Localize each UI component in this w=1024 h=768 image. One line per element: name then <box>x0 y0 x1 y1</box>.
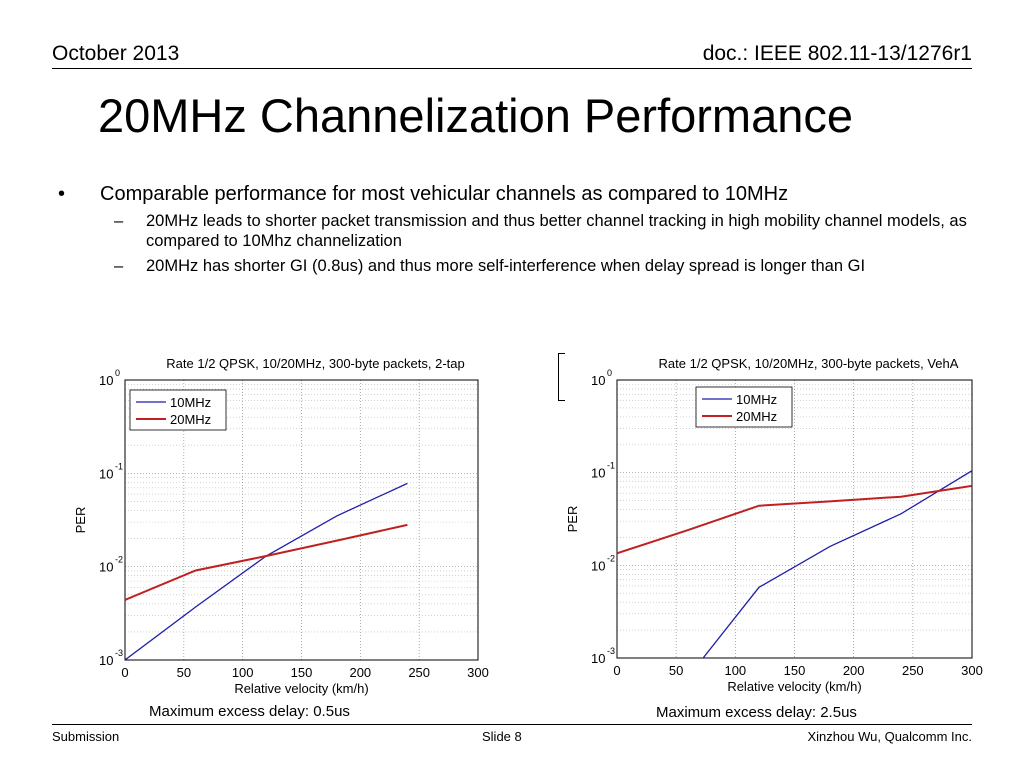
bullet-list: • Comparable performance for most vehicu… <box>58 182 988 276</box>
x-tick-label: 300 <box>467 665 489 680</box>
legend-label: 10MHz <box>170 395 211 410</box>
y-tick-label: 10 <box>99 560 113 575</box>
y-tick-exponent: -3 <box>607 646 615 656</box>
bullet-dash: – <box>114 212 124 230</box>
header-doc-number: doc.: IEEE 802.11-13/1276r1 <box>702 42 972 65</box>
plot-frame <box>124 379 479 661</box>
legend-label: 10MHz <box>736 392 777 407</box>
x-axis-label: Relative velocity (km/h) <box>727 679 861 694</box>
chart-veha-svg: 10 -310 -210-110 00 50 100 150 200 250 30010MHz20… <box>565 356 983 694</box>
legend-label: 20MHz <box>736 409 777 424</box>
plot-frame <box>616 379 973 659</box>
y-tick-label: 10 <box>591 373 605 388</box>
chart-2tap: 10 -3 10 -2 10 -1 10 0 0 50 100 150 200 250 300 10MHz 20… <box>70 342 500 702</box>
chart-title: Rate 1/2 QPSK, 10/20MHz, 300-byte packet… <box>166 356 464 371</box>
x-tick-label: 200 <box>843 663 865 678</box>
x-tick-label: 50 <box>669 663 683 678</box>
header-divider <box>52 68 972 69</box>
y-axis-label: PER <box>565 506 580 533</box>
bracket-mark <box>558 353 565 401</box>
y-tick-exponent: -2 <box>115 555 123 565</box>
bullet-sub-2-text: 20MHz has shorter GI (0.8us) and thus mo… <box>146 257 866 275</box>
chart-veha: 10 -3 10 -2 10 -1 10 0 0 50 100 150 200 250 300 10MHz 20… <box>562 342 992 702</box>
bullet-main: • Comparable performance for most vehicu… <box>58 182 988 206</box>
legend-box <box>695 386 793 428</box>
series-line-20mhz <box>125 523 408 601</box>
bullet-dash: – <box>114 257 124 275</box>
y-tick-exponent: -1 <box>115 461 123 471</box>
y-axis-label: PER <box>73 507 88 534</box>
series-line-20mhz <box>617 484 972 555</box>
y-tick-label: 10 <box>99 466 113 481</box>
y-tick-exponent: -3 <box>115 648 123 658</box>
x-axis-label: Relative velocity (km/h) <box>234 681 368 696</box>
x-tick-label: 100 <box>232 665 254 680</box>
bullet-dot: • <box>58 183 66 205</box>
x-tick-label: 100 <box>724 663 746 678</box>
legend-label: 20MHz <box>170 412 211 427</box>
bullet-sub-1: – 20MHz leads to shorter packet transmis… <box>58 211 988 251</box>
y-tick-label: 10 <box>99 373 113 388</box>
y-tick-exponent: -2 <box>607 553 615 563</box>
x-tick-label: 300 <box>961 663 983 678</box>
x-tick-label: 250 <box>408 665 430 680</box>
y-tick-label: 10 <box>591 651 605 666</box>
x-tick-label: 150 <box>784 663 806 678</box>
slide-title: 20MHz Channelization Performance <box>98 89 853 142</box>
caption-chart-2tap: Maximum excess delay: 0.5us <box>149 703 350 720</box>
y-tick-exponent: -1 <box>607 461 615 471</box>
x-tick-label: 150 <box>291 665 313 680</box>
x-tick-label: 0 <box>613 663 620 678</box>
bullet-main-text: Comparable performance for most vehicula… <box>100 183 789 205</box>
series-line-10mhz <box>702 470 972 658</box>
footer-author: Xinzhou Wu, Qualcomm Inc. <box>807 729 973 744</box>
bullet-sub-2: – 20MHz has shorter GI (0.8us) and thus … <box>58 256 988 276</box>
y-tick-label: 10 <box>591 558 605 573</box>
y-tick-label: 10 <box>591 466 605 481</box>
y-tick-exponent: 0 <box>115 368 120 378</box>
y-tick-label: 10 <box>99 653 113 668</box>
bullet-sub-1-text: 20MHz leads to shorter packet transmissi… <box>146 212 967 250</box>
legend-box <box>129 389 227 431</box>
x-tick-label: 0 <box>121 665 128 680</box>
chart-title: Rate 1/2 QPSK, 10/20MHz, 300-byte packet… <box>659 356 959 371</box>
footer-submission: Submission <box>52 729 120 744</box>
x-tick-label: 200 <box>349 665 371 680</box>
header-date: October 2013 <box>52 42 180 65</box>
x-tick-label: 50 <box>177 665 191 680</box>
x-tick-label: 250 <box>902 663 924 678</box>
footer-slide-number: Slide 8 <box>482 729 522 744</box>
caption-chart-veha: Maximum excess delay: 2.5us <box>656 704 857 721</box>
footer-divider <box>52 724 972 725</box>
y-tick-exponent: 0 <box>607 368 612 378</box>
chart-2tap-svg: 10-310-210-110 00 50 100 150 200 250 30010MHz20… <box>73 356 489 696</box>
